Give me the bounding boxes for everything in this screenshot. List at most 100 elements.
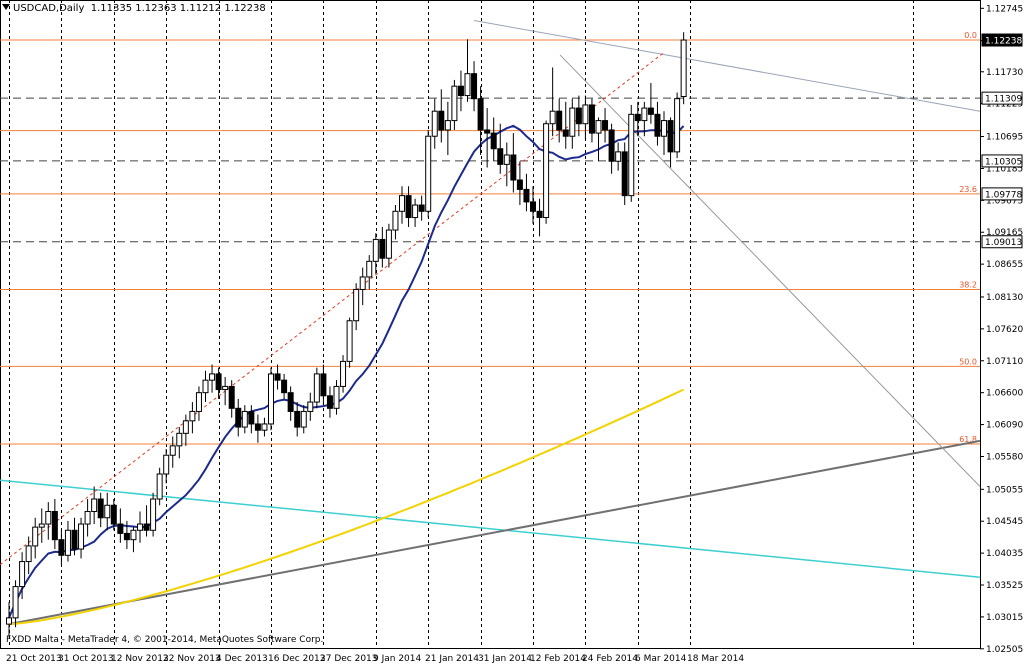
candle-body: [248, 410, 255, 425]
candle-body: [19, 561, 26, 588]
candle-body: [615, 151, 622, 162]
x-tick-label: 18 Mar 2014: [687, 654, 744, 664]
x-tick-label: 9 Jan 2014: [373, 654, 421, 664]
price-label-box: [981, 154, 1023, 168]
y-tick-label: 1.10695: [986, 133, 1023, 143]
candle-body: [130, 529, 137, 541]
candle-body: [25, 545, 32, 563]
y-tick-label: 1.05580: [986, 452, 1023, 462]
candle-body: [608, 129, 615, 162]
fib-level-label: 61.8: [959, 435, 977, 444]
candle-body: [163, 454, 170, 475]
y-tick-label: 1.08655: [986, 260, 1023, 270]
candle-body: [680, 39, 687, 98]
ohlc-readout: 1.11335 1.12363 1.11212 1.12238: [90, 3, 266, 14]
fib-level-label: 0.0: [964, 31, 977, 40]
candle-body: [353, 288, 360, 322]
candle-body: [628, 113, 635, 197]
candle-body: [222, 385, 229, 391]
candle-body: [274, 373, 281, 381]
candle-body: [110, 504, 117, 525]
candle-body: [228, 385, 235, 409]
candle-body: [300, 410, 307, 428]
candle-body: [399, 195, 405, 212]
candle-body: [123, 532, 130, 541]
candle-body: [438, 110, 445, 131]
fib-level-label: 50.0: [959, 357, 977, 366]
candle-body: [346, 320, 353, 362]
candle-body: [84, 511, 91, 525]
y-tick-label: 1.12745: [986, 4, 1023, 14]
y-tick-label: 1.09165: [986, 228, 1023, 238]
candle-body: [385, 229, 392, 259]
candle-body: [418, 204, 425, 212]
channel-dashed-line: [0, 51, 666, 566]
y-tick-label: 1.03525: [986, 581, 1023, 591]
x-tick-label: 12 Nov 2013: [111, 654, 169, 664]
candle-body: [202, 379, 209, 394]
candle-body: [235, 407, 242, 428]
candle-body: [241, 410, 248, 428]
candle-body: [471, 73, 478, 100]
candle-body: [268, 373, 274, 425]
candle-body: [549, 110, 556, 125]
copyright-footer: FXDD Malta - MetaTrader 4, © 2001-2014, …: [6, 635, 324, 645]
y-tick-label: 1.08130: [986, 293, 1023, 303]
candle-body: [254, 423, 261, 431]
x-tick-label: 31 Oct 2013: [58, 654, 114, 664]
symbol-label: USDCAD,Daily: [13, 3, 85, 14]
candle-body: [556, 110, 563, 131]
plot-frame: [0, 0, 981, 649]
candle-body: [117, 523, 124, 534]
candle-body: [340, 360, 347, 387]
candle-body: [464, 73, 471, 97]
candle-body: [667, 120, 674, 153]
price-label-box: [981, 235, 1023, 249]
candle-body: [215, 373, 222, 391]
candle-body: [523, 188, 530, 203]
price-label: 1.10305: [985, 157, 1022, 167]
candle-body: [516, 179, 523, 190]
x-tick-label: 24 Feb 2014: [582, 654, 638, 664]
candle-body: [64, 529, 71, 556]
x-tick-label: 21 Jan 2014: [425, 654, 479, 664]
candle-body: [451, 85, 458, 122]
candle-body: [582, 104, 589, 125]
price-label-box: [981, 91, 1023, 105]
x-tick-label: 12 Feb 2014: [530, 654, 586, 664]
candle-body: [294, 410, 301, 428]
candle-body: [425, 135, 432, 212]
candle-body: [78, 523, 85, 550]
x-tick-label: 22 Nov 2013: [163, 654, 221, 664]
x-tick-label: 27 Dec 2013: [320, 654, 378, 664]
candle-body: [104, 504, 111, 519]
candle-body: [143, 523, 150, 531]
candle-body: [326, 395, 333, 409]
y-tick-label: 1.04545: [986, 517, 1023, 527]
y-tick-label: 1.07620: [986, 325, 1023, 335]
candle-body: [97, 498, 104, 519]
candle-body: [562, 129, 569, 137]
candle-body: [189, 410, 196, 422]
candle-body: [359, 276, 366, 290]
slow-moving-average: [8, 388, 685, 626]
candle-body: [320, 373, 327, 397]
x-tick-label: 6 Mar 2014: [635, 654, 687, 664]
candle-body: [634, 113, 641, 122]
candle-body: [490, 132, 497, 150]
candle-body: [182, 420, 189, 434]
candle-body: [588, 104, 595, 134]
y-tick-label: 1.06090: [986, 421, 1023, 431]
candle-body: [379, 238, 386, 259]
candle-body: [536, 210, 543, 219]
candle-body: [392, 210, 399, 231]
candle-body: [510, 154, 517, 181]
candle-body: [477, 98, 484, 131]
candle-body: [51, 511, 58, 541]
dropdown-triangle-icon[interactable]: [2, 4, 10, 10]
y-tick-label: 1.03015: [986, 613, 1023, 623]
candle-body: [12, 586, 19, 619]
price-label-box: [981, 187, 1023, 201]
